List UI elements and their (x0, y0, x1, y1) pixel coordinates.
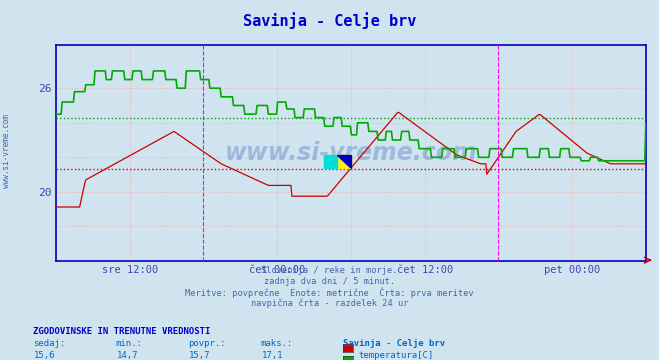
Text: navpična črta - razdelek 24 ur: navpična črta - razdelek 24 ur (251, 299, 408, 308)
Text: zadnja dva dni / 5 minut.: zadnja dva dni / 5 minut. (264, 277, 395, 286)
Text: Slovenija / reke in morje.: Slovenija / reke in morje. (261, 266, 398, 275)
Polygon shape (337, 155, 351, 168)
Bar (324, 155, 351, 168)
Text: 14,7: 14,7 (117, 351, 138, 360)
Text: 15,7: 15,7 (189, 351, 210, 360)
Text: temperatura[C]: temperatura[C] (358, 351, 434, 360)
Text: povpr.:: povpr.: (188, 339, 225, 348)
Text: Savinja - Celje brv: Savinja - Celje brv (243, 13, 416, 30)
Text: www.si-vreme.com: www.si-vreme.com (2, 114, 11, 188)
Text: Meritve: povprečne  Enote: metrične  Črta: prva meritev: Meritve: povprečne Enote: metrične Črta:… (185, 288, 474, 298)
Text: maks.:: maks.: (260, 339, 293, 348)
Bar (324, 155, 337, 168)
Text: ZGODOVINSKE IN TRENUTNE VREDNOSTI: ZGODOVINSKE IN TRENUTNE VREDNOSTI (33, 327, 210, 336)
Text: 15,6: 15,6 (34, 351, 55, 360)
Text: min.:: min.: (115, 339, 142, 348)
Text: sedaj:: sedaj: (33, 339, 65, 348)
Text: www.si-vreme.com: www.si-vreme.com (225, 141, 477, 165)
Text: 17,1: 17,1 (262, 351, 283, 360)
Text: Savinja - Celje brv: Savinja - Celje brv (343, 339, 445, 348)
